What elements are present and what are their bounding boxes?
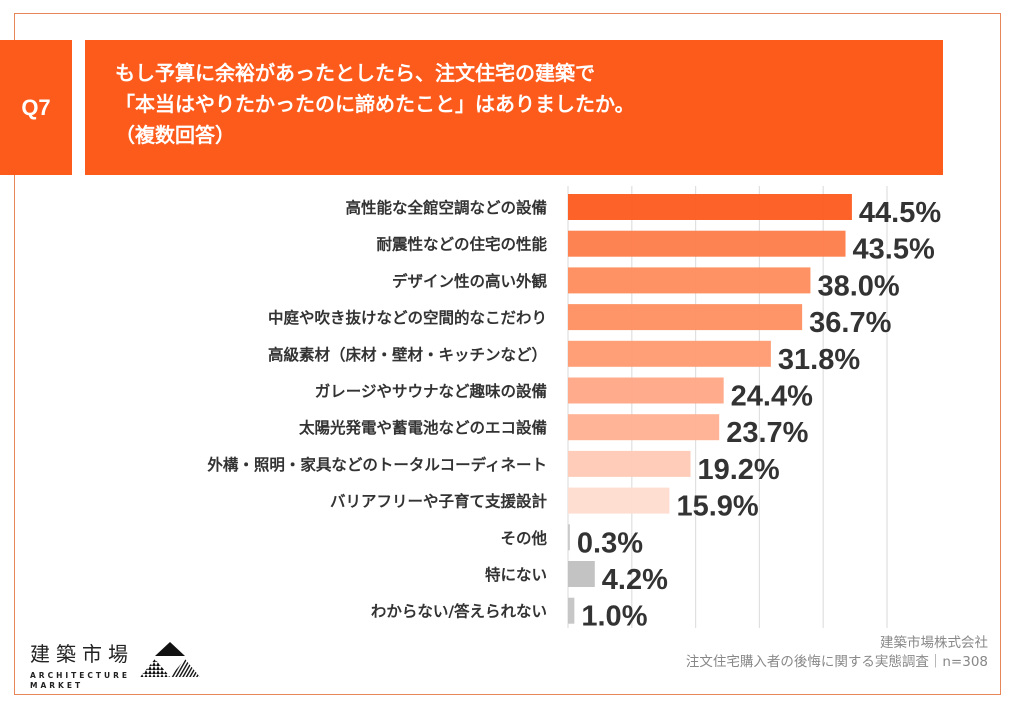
value-label: 44.5% — [859, 197, 941, 229]
bar — [568, 377, 724, 404]
logo-name-en: MARKET — [30, 681, 84, 690]
question-line: もし予算に余裕があったとしたら、注文住宅の建築で — [115, 61, 595, 85]
bar — [568, 304, 803, 331]
value-label: 23.7% — [726, 417, 808, 449]
category-label: 高級素材（床材・壁材・キッチンなど） — [268, 345, 547, 364]
value-label: 0.3% — [577, 527, 643, 559]
bar — [568, 450, 691, 477]
value-label: 1.0% — [581, 601, 647, 633]
bar — [568, 194, 852, 220]
bar — [568, 340, 771, 367]
category-label: 中庭や吹き抜けなどの空間的なこだわり — [268, 308, 547, 327]
footer-survey: 注文住宅購入者の後悔に関する実態調査｜n=308 — [685, 654, 988, 670]
bar — [568, 597, 575, 624]
value-label: 19.2% — [697, 454, 779, 486]
value-label: 4.2% — [602, 564, 668, 596]
bar — [568, 267, 811, 294]
category-labels: 高性能な全館空調などの設備耐震性などの住宅の性能デザイン性の高い外観中庭や吹き抜… — [207, 198, 547, 621]
question-line: 「本当はやりたかったのに諦めたこと」はありましたか。 — [115, 92, 635, 116]
bar — [568, 487, 670, 514]
category-label: 外構・照明・家具などのトータルコーディネート — [207, 455, 547, 474]
logo-name-en: ARCHITECTURE — [30, 671, 130, 680]
footer-source: 建築市場株式会社 注文住宅購入者の後悔に関する実態調査｜n=308 — [686, 634, 988, 672]
bar — [568, 414, 720, 441]
question-title: もし予算に余裕があったとしたら、注文住宅の建築で 「本当はやりたかったのに諦めた… — [85, 40, 943, 175]
bar — [568, 524, 570, 551]
category-label: 特にない — [485, 565, 547, 584]
logo-triangles-icon — [140, 642, 200, 677]
value-label: 38.0% — [817, 270, 899, 302]
bar — [568, 230, 846, 257]
category-label: わからない/答えられない — [371, 602, 547, 621]
company-logo: 建築市場 ARCHITECTURE MARKET — [30, 638, 200, 691]
value-label: 31.8% — [778, 344, 860, 376]
chart-frame — [14, 13, 1001, 695]
bars — [568, 194, 852, 624]
question-line: （複数回答） — [115, 123, 235, 147]
gridlines — [567, 186, 888, 628]
category-label: 耐震性などの住宅の性能 — [376, 235, 547, 254]
footer-company: 建築市場株式会社 — [880, 635, 988, 651]
category-label: バリアフリーや子育て支援設計 — [330, 492, 548, 511]
category-label: デザイン性の高い外観 — [392, 271, 548, 290]
value-label: 36.7% — [809, 307, 891, 339]
question-badge: Q7 — [0, 40, 72, 175]
category-label: その他 — [500, 528, 547, 547]
bar — [568, 561, 595, 587]
category-label: 太陽光発電や蓄電池などのエコ設備 — [299, 418, 547, 437]
value-labels: 44.5% 43.5% 38.0% 36.7% 31.8% 24.4% 23.7% 19.2%… — [577, 197, 941, 633]
category-label: ガレージやサウナなど趣味の設備 — [315, 382, 547, 401]
value-label: 24.4% — [731, 381, 813, 413]
value-label: 43.5% — [853, 234, 935, 266]
value-label: 15.9% — [676, 491, 758, 523]
category-label: 高性能な全館空調などの設備 — [345, 198, 547, 217]
logo-name-jp: 建築市場 — [30, 642, 134, 666]
